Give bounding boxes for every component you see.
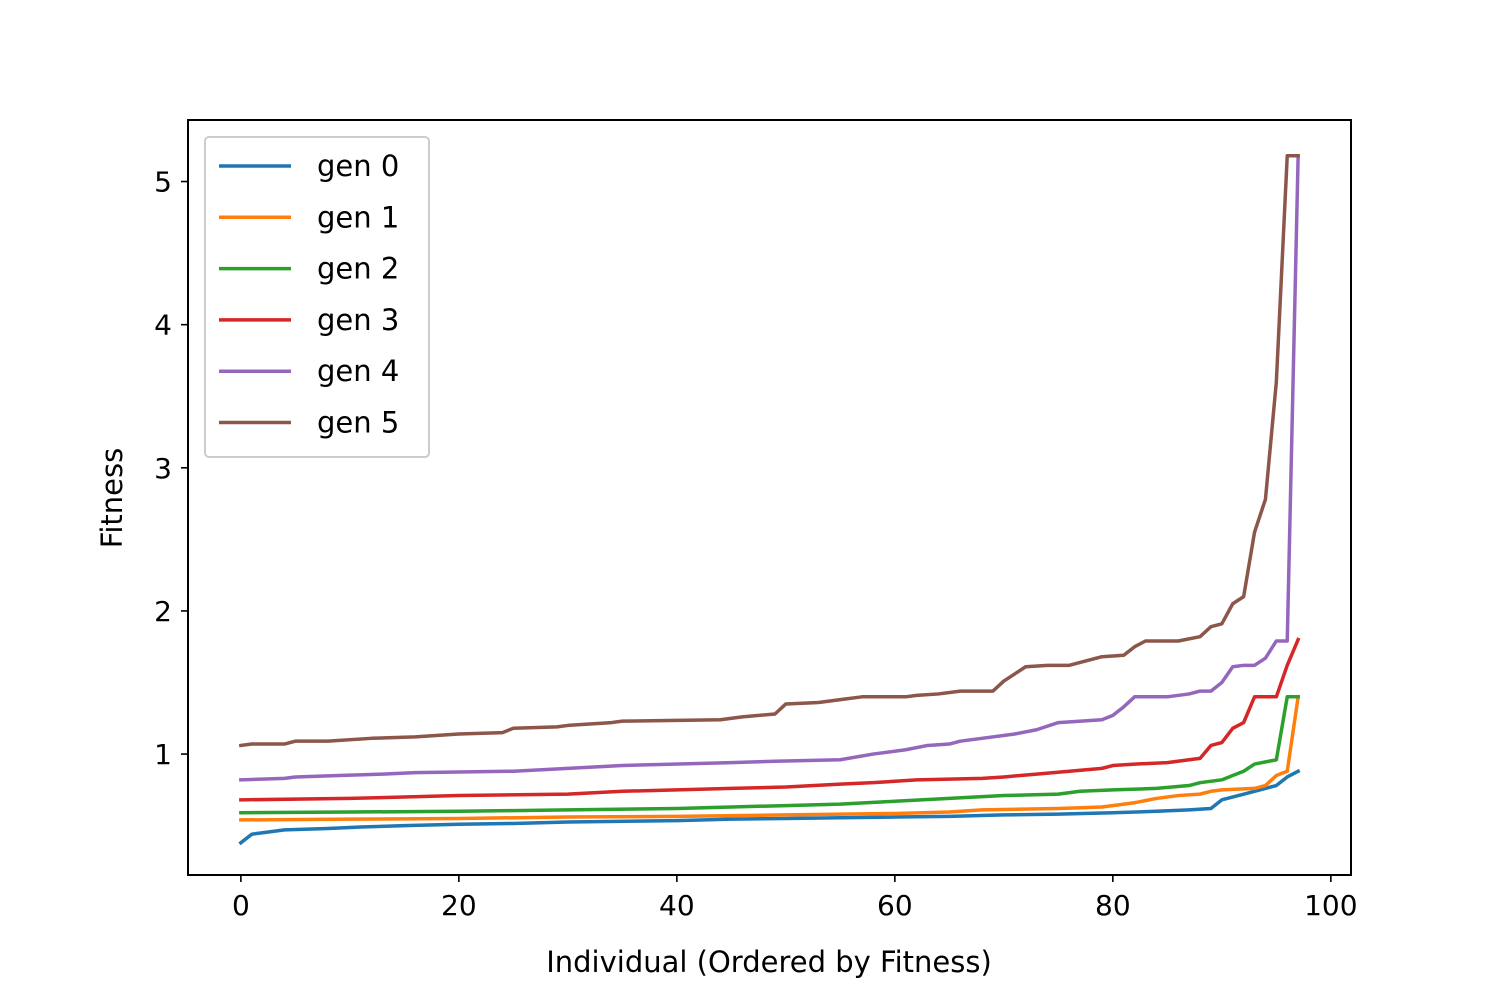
series-line-gen-1 xyxy=(239,694,1301,822)
x-axis-label: Individual (Ordered by Fitness) xyxy=(546,945,992,979)
y-tick-label: 1 xyxy=(154,738,172,771)
x-axis: 0 20 40 60 80 100 xyxy=(232,875,1358,922)
y-tick-label: 2 xyxy=(154,595,172,628)
series-line-gen-5 xyxy=(238,154,1300,748)
legend-label: gen 5 xyxy=(317,406,399,440)
x-tick-label: 0 xyxy=(232,889,250,922)
legend-label: gen 1 xyxy=(317,200,399,234)
legend-label: gen 2 xyxy=(317,252,399,286)
legend-label: gen 0 xyxy=(317,149,399,183)
x-tick-label: 40 xyxy=(659,889,695,922)
legend: gen 0 gen 1 gen 2 gen 3 gen 4 gen 5 xyxy=(204,136,430,458)
series-line-gen-2 xyxy=(239,695,1300,815)
y-axis: 1 2 3 4 5 xyxy=(154,166,188,771)
legend-label: gen 4 xyxy=(317,354,399,388)
x-tick-label: 80 xyxy=(1095,889,1131,922)
series-line-gen-0 xyxy=(238,768,1301,846)
x-tick-label: 60 xyxy=(877,889,913,922)
legend-label: gen 3 xyxy=(317,303,399,337)
y-tick-label: 5 xyxy=(154,166,172,199)
series-layer xyxy=(238,153,1301,846)
plot-area-frame xyxy=(187,119,1352,876)
series-line-gen-4 xyxy=(239,153,1300,782)
y-tick-label: 4 xyxy=(154,309,172,342)
y-axis-label: Fitness xyxy=(95,448,129,548)
series-line-gen-3 xyxy=(239,637,1301,802)
y-tick-label: 3 xyxy=(154,452,172,485)
x-tick-label: 20 xyxy=(441,889,477,922)
x-tick-label: 100 xyxy=(1304,889,1357,922)
